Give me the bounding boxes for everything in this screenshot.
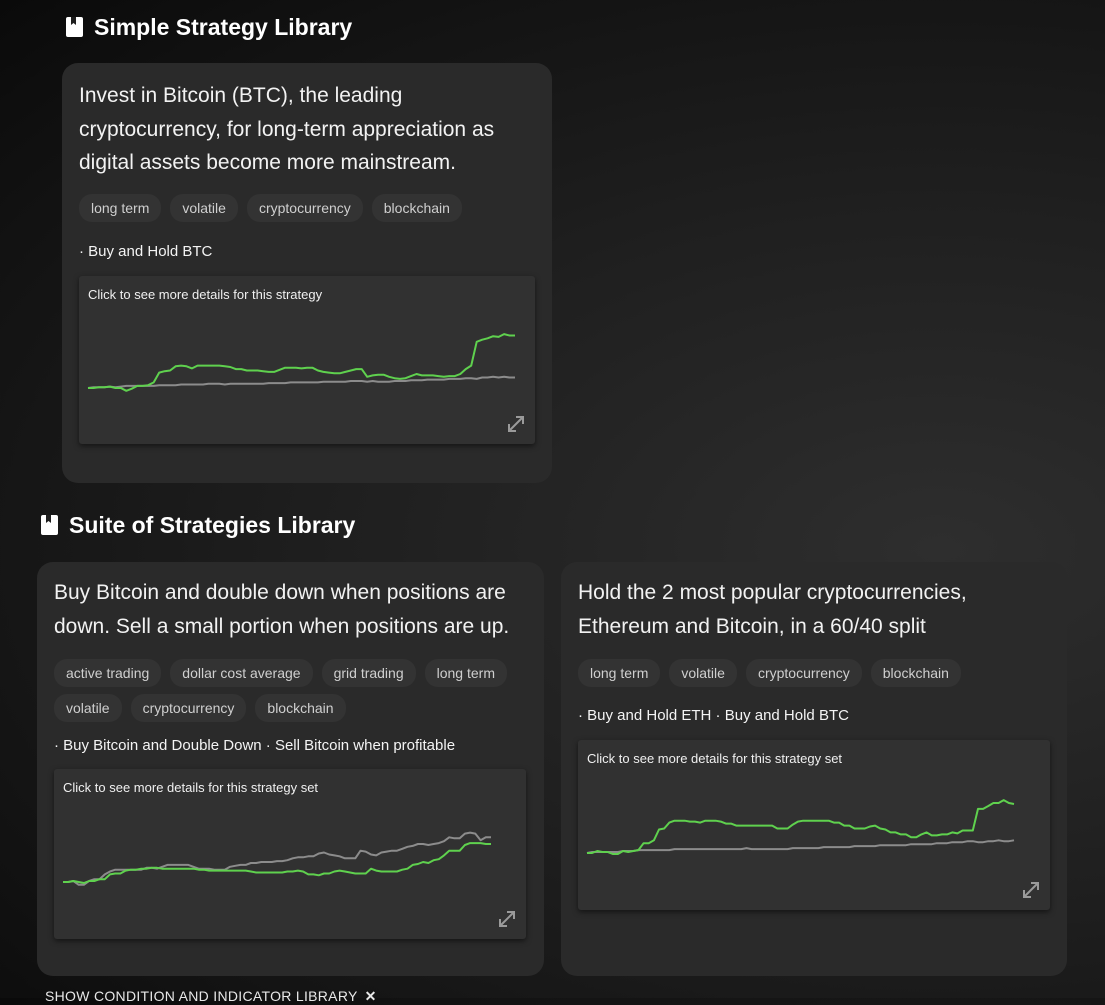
expand-icon[interactable] [498, 910, 516, 928]
performance-chart-svg [586, 799, 1015, 855]
tag-chip: volatile [170, 194, 238, 222]
tag-chip: blockchain [255, 694, 346, 722]
tag-list: long term volatile cryptocurrency blockchai… [79, 194, 539, 222]
simple-strategy-library-heading: Simple Strategy Library [66, 14, 352, 41]
strategy-description: Hold the 2 most popular cryptocurrencies… [578, 581, 967, 638]
strategy-chart[interactable]: Click to see more details for this strat… [578, 740, 1050, 910]
bookmark-book-icon [66, 16, 84, 39]
tag-chip: cryptocurrency [130, 694, 247, 722]
performance-chart-svg [63, 831, 491, 886]
strategy-list: · Buy and Hold BTC [79, 243, 213, 260]
tag-chip: cryptocurrency [745, 659, 862, 687]
strategy-card-double-down[interactable]: Buy Bitcoin and double down when positio… [37, 562, 544, 976]
tag-list: active trading dollar cost average grid tr… [54, 659, 514, 722]
performance-chart-svg [87, 333, 515, 392]
strategy-performance-line [63, 842, 491, 884]
tag-chip: grid trading [321, 659, 416, 687]
section-title-text: Suite of Strategies Library [69, 512, 356, 538]
strategy-chart[interactable]: Click to see more details for this strat… [79, 276, 535, 444]
expand-icon[interactable] [507, 415, 525, 433]
tag-chip: volatile [669, 659, 737, 687]
tag-chip: volatile [54, 694, 122, 722]
tag-chip: active trading [54, 659, 162, 687]
tag-chip: long term [79, 194, 162, 222]
toggle-label: SHOW CONDITION AND INDICATOR LIBRARY [45, 988, 358, 1004]
strategy-description: Buy Bitcoin and double down when positio… [54, 581, 510, 638]
tag-chip: long term [424, 659, 507, 687]
chart-hint-text: Click to see more details for this strat… [63, 780, 319, 795]
tag-chip: blockchain [870, 659, 961, 687]
strategy-chart[interactable]: Click to see more details for this strat… [54, 769, 526, 939]
tag-chip: long term [578, 659, 661, 687]
strategy-list: · Buy Bitcoin and Double Down · Sell Bit… [54, 737, 456, 754]
strategy-card-eth-btc[interactable]: Hold the 2 most popular cryptocurrencies… [561, 562, 1067, 976]
tag-chip: cryptocurrency [246, 194, 363, 222]
chart-hint-text: Click to see more details for this strat… [88, 287, 323, 302]
benchmark-line [586, 839, 1015, 854]
show-condition-library-toggle[interactable]: SHOW CONDITION AND INDICATOR LIBRARY ✕ [45, 988, 377, 1005]
expand-icon[interactable] [1022, 881, 1040, 899]
tag-chip: dollar cost average [170, 659, 313, 687]
strategy-list: · Buy and Hold ETH · Buy and Hold BTC [578, 707, 849, 724]
chart-hint-text: Click to see more details for this strat… [587, 751, 843, 766]
section-title-text: Simple Strategy Library [94, 14, 353, 40]
benchmark-line [63, 831, 491, 886]
strategy-description: Invest in Bitcoin (BTC), the leading cry… [79, 84, 495, 174]
strategy-performance-line [587, 799, 1015, 855]
tag-chip: blockchain [371, 194, 462, 222]
strategy-card-btc[interactable]: Invest in Bitcoin (BTC), the leading cry… [62, 63, 552, 483]
close-x-icon: ✕ [364, 988, 377, 1004]
benchmark-line [87, 375, 515, 389]
bookmark-book-icon [41, 514, 59, 537]
strategy-performance-line [88, 333, 515, 392]
suite-strategies-library-heading: Suite of Strategies Library [41, 512, 355, 539]
tag-list: long term volatile cryptocurrency blockchai… [578, 659, 1038, 687]
